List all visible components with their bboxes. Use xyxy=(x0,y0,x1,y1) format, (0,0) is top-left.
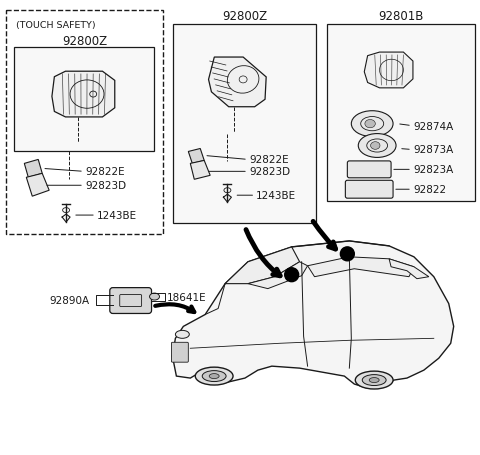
Ellipse shape xyxy=(209,374,219,379)
Ellipse shape xyxy=(175,331,189,339)
FancyBboxPatch shape xyxy=(110,288,152,314)
Ellipse shape xyxy=(195,367,233,385)
Text: 92800Z: 92800Z xyxy=(222,10,267,23)
Text: 92823A: 92823A xyxy=(413,165,453,175)
Ellipse shape xyxy=(369,378,379,383)
Polygon shape xyxy=(172,242,454,388)
Polygon shape xyxy=(225,248,300,284)
Circle shape xyxy=(285,268,299,282)
Ellipse shape xyxy=(150,293,159,300)
Polygon shape xyxy=(26,174,49,197)
Polygon shape xyxy=(364,53,413,89)
Ellipse shape xyxy=(358,134,396,158)
FancyBboxPatch shape xyxy=(348,162,391,178)
Bar xyxy=(173,25,315,223)
Bar xyxy=(6,11,164,234)
Text: 18641E: 18641E xyxy=(167,292,206,302)
Text: 1243BE: 1243BE xyxy=(97,211,137,221)
Ellipse shape xyxy=(365,120,375,128)
Polygon shape xyxy=(52,72,115,118)
Ellipse shape xyxy=(362,375,386,386)
Bar xyxy=(327,25,475,202)
Text: 92822E: 92822E xyxy=(249,155,288,165)
Text: 92874A: 92874A xyxy=(413,121,453,131)
Text: 1243BE: 1243BE xyxy=(256,191,296,201)
FancyBboxPatch shape xyxy=(345,181,393,199)
Circle shape xyxy=(340,248,354,261)
Bar xyxy=(14,48,154,152)
Ellipse shape xyxy=(355,371,393,389)
Polygon shape xyxy=(389,259,429,279)
Ellipse shape xyxy=(371,142,380,150)
Text: 92800Z: 92800Z xyxy=(62,35,108,48)
Text: (TOUCH SAFETY): (TOUCH SAFETY) xyxy=(16,21,96,30)
Text: 92823D: 92823D xyxy=(249,167,290,177)
FancyBboxPatch shape xyxy=(171,343,188,362)
Text: 92801B: 92801B xyxy=(378,10,424,23)
Polygon shape xyxy=(188,149,204,164)
Polygon shape xyxy=(248,262,308,289)
Text: 92823D: 92823D xyxy=(85,181,126,191)
Polygon shape xyxy=(208,58,266,107)
Polygon shape xyxy=(308,257,414,277)
Ellipse shape xyxy=(351,111,393,137)
Text: 92822E: 92822E xyxy=(85,167,125,177)
Text: 92873A: 92873A xyxy=(413,145,453,155)
Polygon shape xyxy=(24,160,42,178)
Text: 92890A: 92890A xyxy=(49,295,89,305)
Text: 92822: 92822 xyxy=(413,185,446,195)
Polygon shape xyxy=(190,161,210,180)
Ellipse shape xyxy=(202,371,226,382)
